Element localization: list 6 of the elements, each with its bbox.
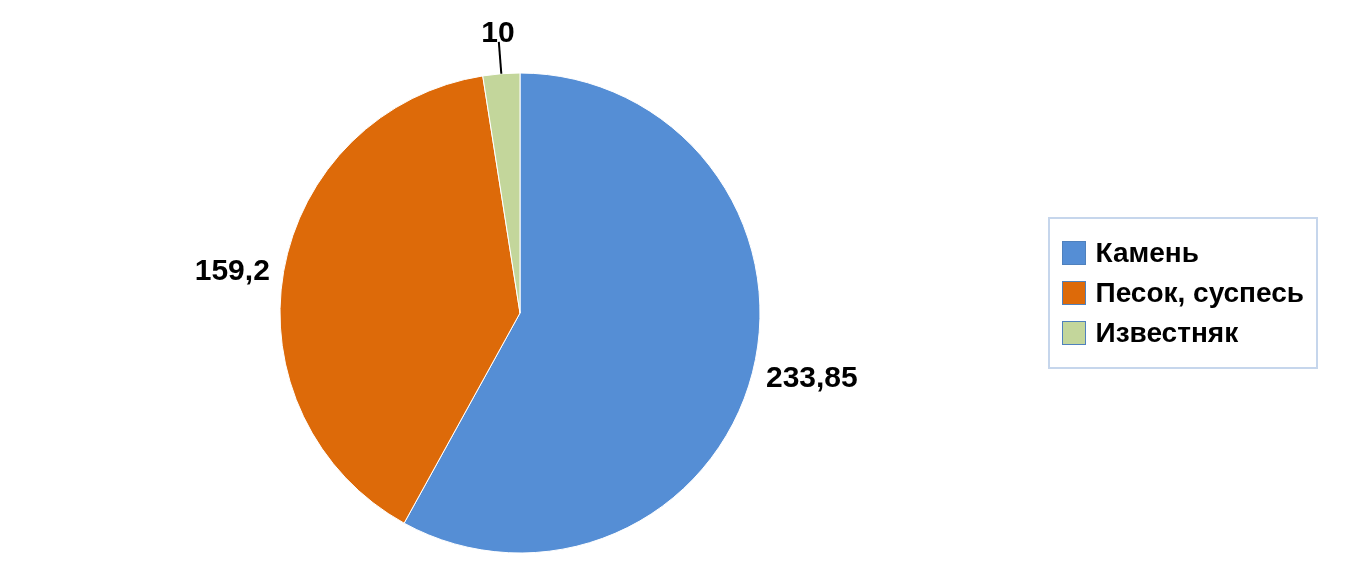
legend-label: Песок, суспесь — [1095, 277, 1304, 309]
data-label: 159,2 — [194, 252, 270, 286]
legend-label: Камень — [1095, 237, 1199, 269]
legend-label: Известняк — [1095, 317, 1239, 349]
data-label: 10 — [481, 15, 515, 49]
data-label: 233,85 — [765, 359, 858, 393]
